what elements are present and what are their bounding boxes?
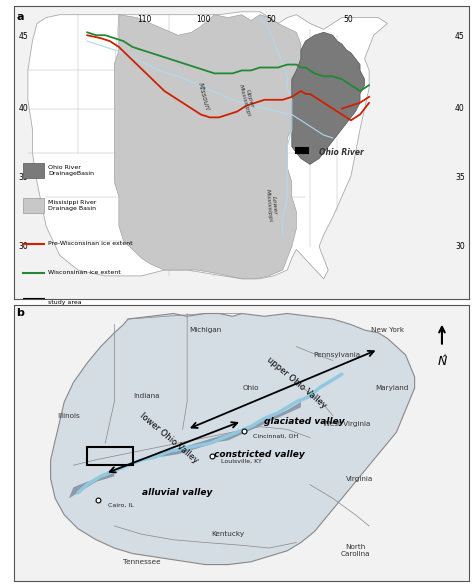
Text: N̂: N̂ <box>438 355 447 368</box>
Text: study area: study area <box>48 300 82 305</box>
Text: glaciated valley: glaciated valley <box>264 417 345 426</box>
Text: Missisippi River
Drainage Basin: Missisippi River Drainage Basin <box>48 200 97 211</box>
Text: Michigan: Michigan <box>189 327 221 333</box>
Text: 100: 100 <box>196 15 210 23</box>
Bar <box>87 447 133 465</box>
Text: 45: 45 <box>455 32 465 41</box>
Text: Cincinnati, OH: Cincinnati, OH <box>253 434 298 438</box>
Bar <box>23 298 44 306</box>
Bar <box>23 198 44 213</box>
Text: Louisville, KY: Louisville, KY <box>221 458 262 463</box>
Text: upper Ohio Valley: upper Ohio Valley <box>265 355 328 410</box>
Text: Cairo, IL: Cairo, IL <box>108 502 133 508</box>
Text: alluvial valley: alluvial valley <box>142 488 212 497</box>
Text: 30: 30 <box>19 242 28 251</box>
Text: 110: 110 <box>137 15 151 23</box>
Text: constricted valley: constricted valley <box>214 450 305 458</box>
Text: b: b <box>17 308 24 318</box>
Text: New York: New York <box>371 327 404 333</box>
Text: lower Ohio Valley: lower Ohio Valley <box>138 411 200 465</box>
Polygon shape <box>160 438 214 457</box>
Text: 50: 50 <box>266 15 276 23</box>
Text: Wisconsinan ice extent: Wisconsinan ice extent <box>48 271 121 275</box>
Text: Indiana: Indiana <box>133 393 159 399</box>
Text: 30: 30 <box>455 242 465 251</box>
Text: Ohio River: Ohio River <box>319 148 364 157</box>
Text: Kentucky: Kentucky <box>211 531 245 537</box>
Text: Maryland: Maryland <box>375 385 409 391</box>
Text: North
Carolina: North Carolina <box>341 544 370 557</box>
Text: Pre-Wisconsinan ice extent: Pre-Wisconsinan ice extent <box>48 241 133 246</box>
Text: a: a <box>17 12 24 22</box>
Text: Upper
Mississippi: Upper Mississippi <box>237 82 257 117</box>
Text: Ohio River
DrainageBasin: Ohio River DrainageBasin <box>48 165 94 176</box>
Polygon shape <box>114 15 301 279</box>
Text: 35: 35 <box>19 173 28 182</box>
Bar <box>296 148 308 153</box>
Text: Tennessee: Tennessee <box>123 559 160 565</box>
Text: 45: 45 <box>19 32 28 41</box>
Polygon shape <box>69 471 114 498</box>
Polygon shape <box>292 32 365 164</box>
Text: Illinois: Illinois <box>57 413 80 419</box>
Text: Lower
Mississippi: Lower Mississippi <box>264 188 278 222</box>
Polygon shape <box>28 12 387 279</box>
Text: Virginia: Virginia <box>346 476 374 482</box>
Bar <box>23 163 44 177</box>
Polygon shape <box>51 313 415 565</box>
Polygon shape <box>210 402 301 443</box>
Text: 40: 40 <box>19 104 28 113</box>
Text: Ohio: Ohio <box>243 385 259 391</box>
Text: Pennsylvania: Pennsylvania <box>314 352 361 358</box>
Text: West Virginia: West Virginia <box>323 421 370 427</box>
Text: 40: 40 <box>455 104 465 113</box>
Text: 50: 50 <box>344 15 354 23</box>
Text: 35: 35 <box>455 173 465 182</box>
Text: Missouri: Missouri <box>196 82 210 112</box>
